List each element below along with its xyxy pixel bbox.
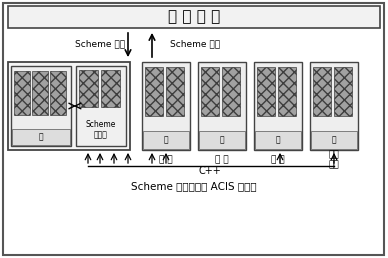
Bar [199, 131, 245, 149]
Text: 义: 义 [276, 136, 280, 145]
Bar [310, 62, 358, 150]
Bar [14, 71, 30, 115]
Bar [222, 68, 241, 116]
Bar [32, 71, 48, 115]
Bar [8, 6, 380, 28]
Bar [201, 68, 220, 116]
Text: 义: 义 [332, 136, 336, 145]
Text: 应 用 程 序: 应 用 程 序 [168, 10, 220, 25]
Text: 组 件: 组 件 [215, 156, 229, 165]
Bar [254, 62, 302, 150]
Bar [278, 68, 296, 116]
Bar [76, 66, 126, 146]
Bar [255, 131, 301, 149]
Bar [101, 70, 120, 107]
Text: 义: 义 [39, 133, 43, 141]
Bar [166, 68, 184, 116]
Bar [79, 70, 99, 107]
Text: Scheme 命令: Scheme 命令 [75, 39, 125, 49]
Text: 组 件: 组 件 [159, 156, 173, 165]
Bar [50, 71, 66, 115]
Text: Scheme 反馈: Scheme 反馈 [170, 39, 220, 49]
Bar [334, 68, 352, 116]
Bar [311, 131, 357, 149]
Text: 义: 义 [220, 136, 224, 145]
Bar [11, 66, 71, 146]
Text: Scheme 应用程序与 ACIS 的接口: Scheme 应用程序与 ACIS 的接口 [131, 181, 257, 191]
Bar [143, 131, 189, 149]
Bar [257, 68, 275, 116]
Text: 义: 义 [164, 136, 168, 145]
Text: 可选
套件: 可选 套件 [329, 150, 340, 170]
Bar [8, 62, 130, 150]
Bar [142, 62, 190, 150]
Text: 组 件: 组 件 [271, 156, 285, 165]
Text: C++: C++ [199, 166, 222, 176]
Text: Scheme
解析器: Scheme 解析器 [86, 120, 116, 140]
Bar [12, 129, 70, 145]
Bar [145, 68, 163, 116]
Bar [313, 68, 331, 116]
Bar [198, 62, 246, 150]
